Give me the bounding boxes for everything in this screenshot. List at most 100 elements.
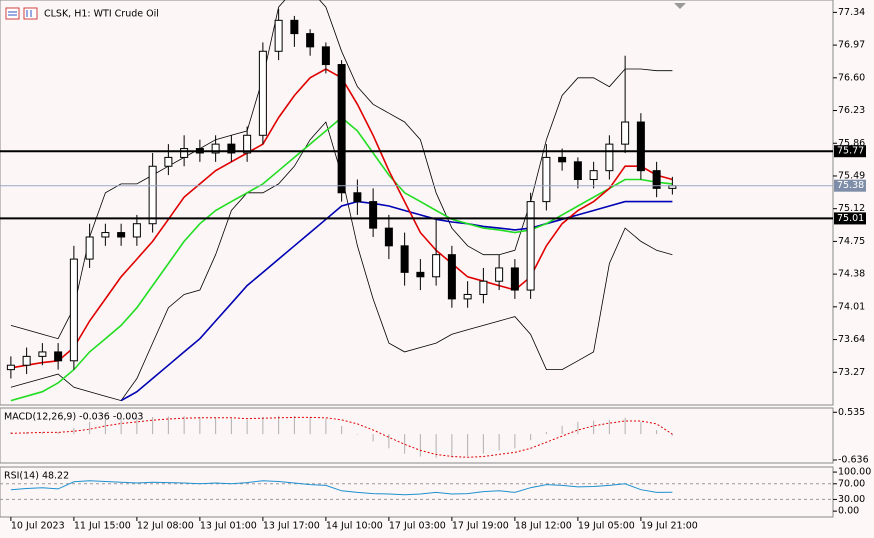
level-label: 75.01	[837, 213, 864, 224]
panel-label: MACD(12,26,9) -0.036 -0.003	[4, 412, 143, 423]
y-tick-label: 70.00	[838, 478, 865, 489]
candle-body	[117, 232, 126, 238]
histogram-bar	[498, 434, 500, 451]
candle-body	[400, 245, 409, 273]
candle-body	[101, 232, 110, 238]
y-tick-label: 75.12	[838, 203, 865, 214]
histogram-bar	[514, 434, 516, 449]
candle-body	[447, 254, 456, 300]
histogram-bar	[671, 434, 673, 436]
chart-title: CLSK, H1: WTI Crude Oil	[44, 9, 159, 20]
histogram-bar	[73, 427, 75, 435]
x-tick-label: 13 Jul 01:00	[200, 521, 257, 532]
candle-body	[290, 19, 299, 35]
candle-body	[180, 148, 189, 158]
candle-body	[573, 161, 582, 181]
histogram-bar	[183, 416, 185, 435]
y-tick-label: 30.00	[838, 494, 865, 505]
x-tick-label: 13 Jul 17:00	[263, 521, 320, 532]
histogram-bar	[278, 415, 280, 435]
histogram-bar	[419, 434, 421, 457]
x-tick-label: 11 Jul 15:00	[74, 521, 131, 532]
header-icons[interactable]	[5, 7, 38, 20]
histogram-bar	[356, 434, 358, 435]
candle-body	[558, 156, 567, 163]
histogram-bar	[482, 434, 484, 454]
histogram-bar	[372, 434, 374, 442]
histogram-bar	[325, 418, 327, 435]
histogram-bar	[26, 432, 28, 435]
histogram-bar	[530, 434, 532, 441]
histogram-bar	[467, 434, 469, 457]
last-price-label: 75.38	[837, 180, 864, 191]
candle-body	[258, 50, 267, 136]
candle-body	[384, 227, 393, 247]
y-tick-label: 76.97	[838, 40, 865, 51]
y-tick-label: 76.23	[838, 105, 865, 116]
histogram-bar	[57, 432, 59, 435]
candle-body	[243, 134, 252, 154]
candle-body	[463, 293, 472, 300]
candle-body	[306, 33, 315, 48]
histogram-bar	[624, 417, 626, 435]
last-price-box	[834, 179, 866, 192]
candle-body	[54, 351, 63, 362]
candle-body	[6, 364, 15, 371]
y-tick-label: 74.01	[838, 301, 865, 312]
histogram-bar	[656, 430, 658, 435]
macd-panel	[0, 407, 834, 464]
level-label-box	[834, 212, 866, 225]
histogram-bar	[246, 419, 248, 435]
candle-body	[605, 143, 614, 172]
level-label: 75.77	[837, 146, 864, 157]
x-tick-label: 14 Jul 10:00	[326, 521, 383, 532]
candle-body	[353, 192, 362, 203]
candle-body	[621, 121, 630, 145]
histogram-bar	[10, 432, 12, 435]
x-tick-label: 17 Jul 03:00	[389, 521, 446, 532]
y-tick-label: 73.27	[838, 367, 865, 378]
y-tick-label: 74.75	[838, 236, 865, 247]
icon[interactable]	[5, 7, 20, 20]
y-tick-label: -0.636	[838, 454, 869, 465]
histogram-bar	[608, 419, 610, 435]
y-tick-label: 0.00	[838, 506, 859, 517]
candle-body	[542, 156, 551, 203]
histogram-bar	[451, 434, 453, 458]
candle-body	[337, 64, 346, 194]
indicator-line	[10, 0, 673, 340]
histogram-bar	[230, 418, 232, 435]
y-tick-label: 73.64	[838, 334, 865, 345]
histogram-bar	[215, 417, 217, 435]
candle-body	[510, 267, 519, 291]
histogram-bar	[404, 434, 406, 454]
y-tick-label: 77.34	[838, 7, 865, 18]
candle-body	[479, 280, 488, 295]
x-tick-label: 18 Jul 12:00	[515, 521, 572, 532]
y-tick-label: 74.38	[838, 269, 865, 280]
histogram-bar	[89, 421, 91, 435]
x-tick-label: 10 Jul 2023	[11, 521, 65, 532]
shift-marker[interactable]	[674, 3, 686, 9]
x-tick-label: 17 Jul 19:00	[452, 521, 509, 532]
y-tick-label: 100.00	[838, 467, 871, 478]
histogram-bar	[262, 416, 264, 435]
candle-body	[321, 46, 330, 66]
histogram-bar	[293, 416, 295, 435]
histogram-bar	[309, 416, 311, 435]
candle-body	[38, 351, 47, 357]
candle-body	[211, 143, 220, 154]
histogram-bar	[341, 425, 343, 435]
main-panel	[0, 0, 834, 406]
histogram-bar	[120, 417, 122, 435]
y-tick-label: 75.86	[838, 138, 865, 149]
candle-body	[432, 254, 441, 278]
candle-body	[164, 156, 173, 167]
histogram-bar	[640, 421, 642, 435]
y-tick-label: 0.535	[838, 407, 865, 418]
histogram-bar	[561, 425, 563, 435]
level-label-box	[834, 145, 866, 158]
x-tick-label: 19 Jul 05:00	[578, 521, 635, 532]
histogram-bar	[593, 420, 595, 435]
